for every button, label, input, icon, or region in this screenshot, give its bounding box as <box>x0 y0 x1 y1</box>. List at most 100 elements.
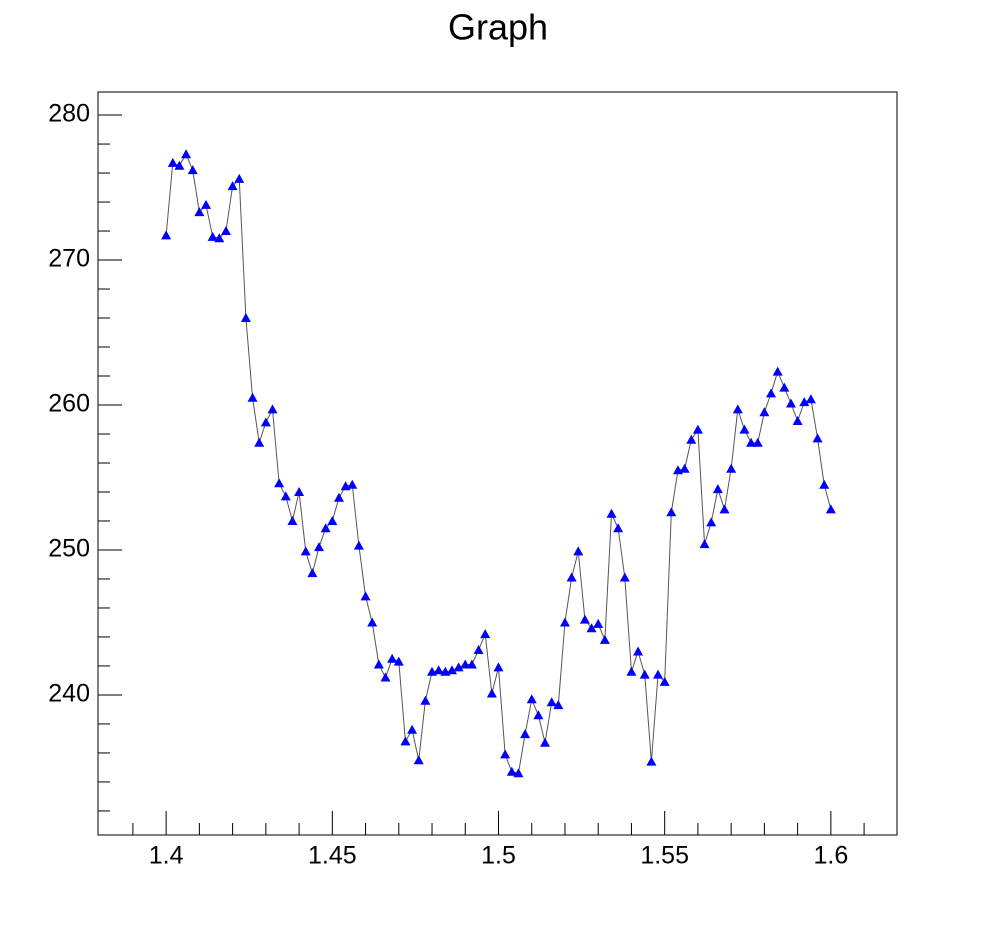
marker <box>240 313 251 323</box>
marker <box>181 149 192 159</box>
marker <box>766 388 777 398</box>
marker <box>220 226 231 236</box>
marker <box>726 463 737 473</box>
marker <box>646 756 657 766</box>
y-tick-label: 270 <box>48 245 90 273</box>
marker <box>260 417 271 427</box>
marker <box>367 617 378 627</box>
marker <box>254 437 265 447</box>
marker <box>274 478 285 488</box>
x-tick-label: 1.6 <box>813 842 848 870</box>
marker <box>533 710 544 720</box>
marker <box>480 629 491 639</box>
marker <box>460 659 471 669</box>
marker <box>201 199 212 209</box>
marker <box>327 515 338 525</box>
marker <box>559 617 570 627</box>
x-tick-label: 1.5 <box>481 842 516 870</box>
marker <box>506 766 517 776</box>
marker <box>772 366 783 376</box>
y-tick-label: 280 <box>48 100 90 128</box>
chart-title: Graph <box>448 7 548 48</box>
marker <box>633 646 644 656</box>
marker <box>380 672 391 682</box>
y-tick-label: 240 <box>48 680 90 708</box>
marker <box>706 517 717 527</box>
marker <box>686 434 697 444</box>
marker <box>566 572 577 582</box>
marker <box>267 404 278 414</box>
marker <box>699 539 710 549</box>
marker <box>792 415 803 425</box>
marker <box>799 397 810 407</box>
x-tick-label: 1.45 <box>308 842 357 870</box>
marker <box>227 181 238 191</box>
marker <box>207 231 218 241</box>
marker <box>433 665 444 675</box>
marker <box>360 591 371 601</box>
marker <box>187 165 198 175</box>
marker <box>473 645 484 655</box>
marker <box>666 507 677 517</box>
plot-frame <box>97 91 898 836</box>
marker <box>613 523 624 533</box>
marker <box>287 515 298 525</box>
marker <box>333 492 344 502</box>
marker <box>280 491 291 501</box>
marker <box>161 230 172 240</box>
marker <box>520 729 531 739</box>
marker <box>739 424 750 434</box>
marker <box>692 424 703 434</box>
marker <box>579 614 590 624</box>
marker <box>500 749 511 759</box>
marker <box>553 700 564 710</box>
marker <box>732 404 743 414</box>
marker <box>619 572 630 582</box>
marker <box>779 382 790 392</box>
marker <box>659 676 670 686</box>
marker <box>493 662 504 672</box>
marker <box>320 523 331 533</box>
marker <box>526 694 537 704</box>
marker <box>314 542 325 552</box>
marker <box>413 755 424 765</box>
marker <box>353 540 364 550</box>
marker <box>812 433 823 443</box>
marker <box>513 768 524 778</box>
marker <box>752 437 763 447</box>
marker <box>626 666 637 676</box>
marker <box>719 504 730 514</box>
x-tick-label: 1.4 <box>149 842 184 870</box>
marker <box>393 656 404 666</box>
marker <box>407 724 418 734</box>
marker <box>546 697 557 707</box>
marker <box>785 398 796 408</box>
marker <box>679 463 690 473</box>
marker <box>400 736 411 746</box>
marker <box>174 160 185 170</box>
marker <box>746 437 757 447</box>
marker <box>194 207 205 217</box>
marker <box>387 653 398 663</box>
marker <box>540 737 551 747</box>
marker <box>307 568 318 578</box>
marker <box>712 484 723 494</box>
marker <box>453 662 464 672</box>
marker <box>599 634 610 644</box>
marker <box>214 233 225 243</box>
marker <box>373 659 384 669</box>
marker <box>825 504 836 514</box>
marker <box>573 546 584 556</box>
marker <box>805 394 816 404</box>
marker <box>446 665 457 675</box>
marker <box>606 508 617 518</box>
marker <box>653 669 664 679</box>
marker <box>294 486 305 496</box>
marker <box>300 546 311 556</box>
marker <box>247 392 258 402</box>
marker <box>420 695 431 705</box>
marker <box>819 479 830 489</box>
marker <box>466 659 477 669</box>
